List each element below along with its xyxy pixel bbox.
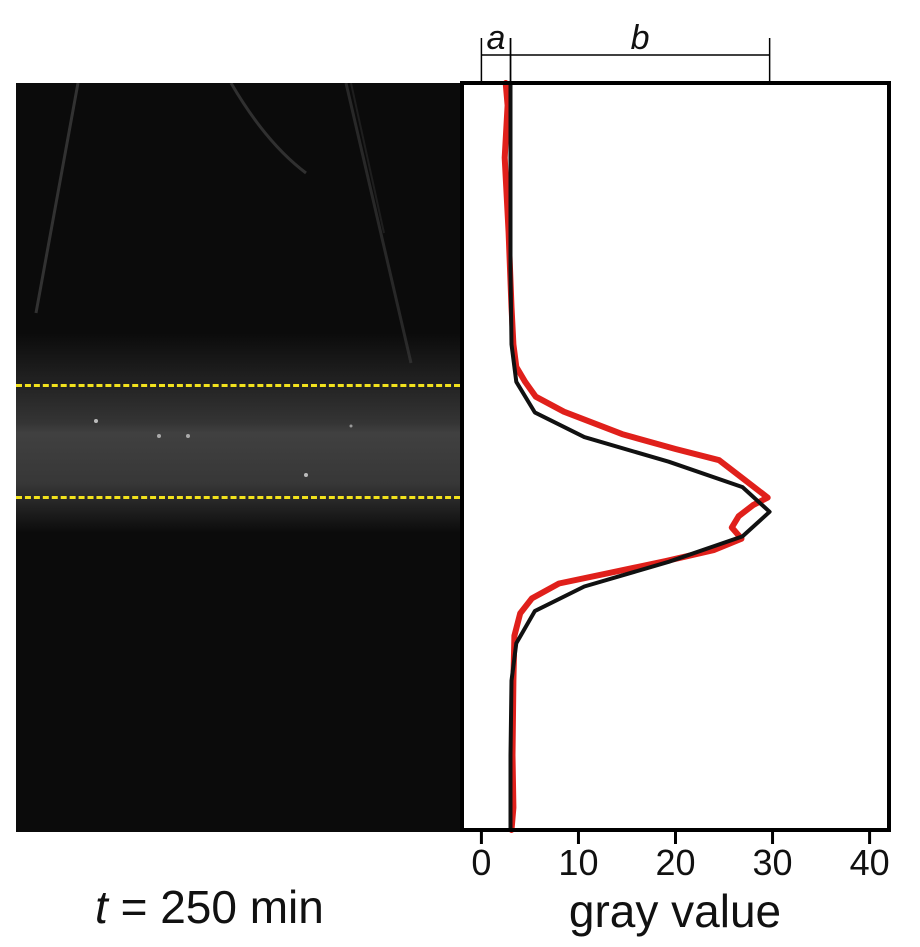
plot-frame	[460, 81, 891, 832]
time-variable: t	[95, 881, 108, 933]
band-top-dashed-line	[16, 384, 460, 387]
x-tick-label: 40	[850, 842, 890, 883]
streak-1	[34, 83, 80, 314]
bracket-label: a	[487, 19, 506, 57]
speck	[304, 473, 308, 477]
speck	[94, 419, 98, 423]
curves-layer	[501, 80, 772, 833]
x-tick-label: 0	[471, 842, 491, 883]
x-tick-label: 20	[655, 842, 695, 883]
time-value: = 250 min	[120, 881, 324, 933]
series-line-0	[501, 80, 771, 833]
x-tick-label: 30	[753, 842, 793, 883]
speck	[157, 434, 161, 438]
speck	[349, 424, 353, 428]
streak-2	[229, 83, 307, 175]
image-streaks	[34, 83, 413, 364]
bracket-b: b	[509, 19, 771, 83]
speck	[186, 434, 190, 438]
x-tick-label: 10	[558, 842, 598, 883]
series-line-1	[508, 81, 772, 832]
streak-4	[350, 83, 385, 234]
band-bottom-dashed-line	[16, 496, 460, 499]
bracket-a: a	[480, 19, 512, 83]
fluorescent-band	[16, 333, 460, 533]
band-specks	[94, 419, 353, 477]
x-ticks-layer: 0 10 20 30 40	[471, 830, 890, 883]
streak-3	[344, 83, 413, 364]
bracket-label: b	[631, 19, 650, 57]
time-label: t = 250 min	[95, 880, 324, 934]
x-axis-title: gray value	[569, 885, 781, 937]
microscope-image	[16, 83, 460, 832]
